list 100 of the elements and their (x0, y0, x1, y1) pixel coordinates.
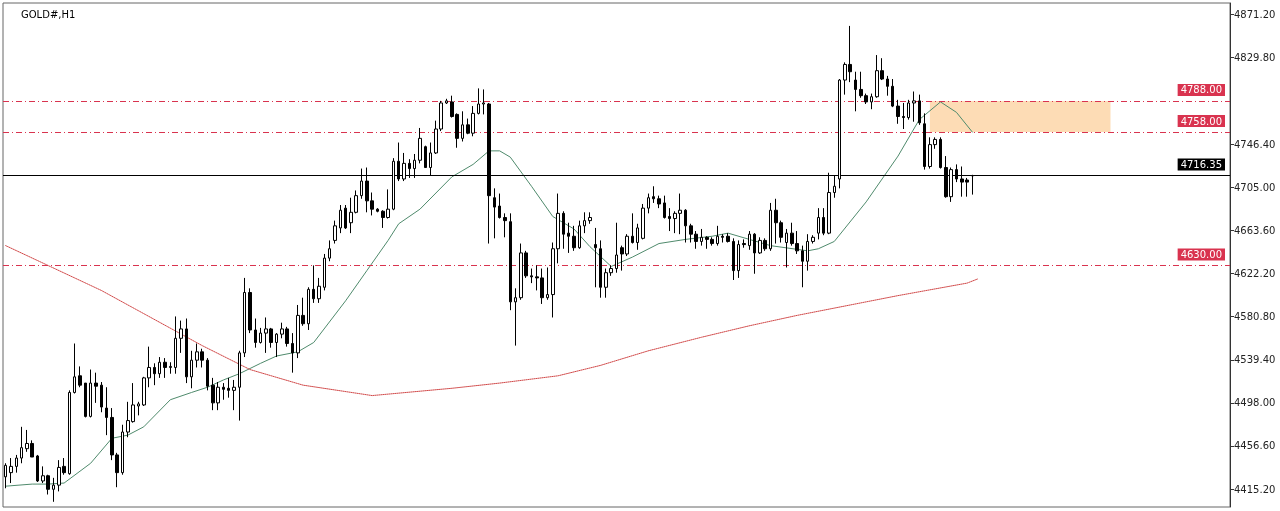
candlestick (248, 287, 252, 334)
candlestick (546, 267, 549, 301)
candlestick (15, 454, 18, 474)
candlestick (657, 195, 661, 209)
candlestick (769, 202, 772, 252)
candlestick (424, 145, 427, 169)
candlestick (174, 315, 177, 375)
candlestick (461, 110, 464, 142)
candlestick (498, 193, 501, 220)
candlestick (418, 127, 422, 164)
candlestick (854, 71, 857, 112)
candlestick (232, 379, 236, 411)
y-tick-label: 4746.40 (1234, 138, 1276, 150)
candlestick (190, 350, 193, 389)
candlestick (36, 454, 39, 483)
candlestick (806, 233, 809, 272)
candlestick (9, 457, 13, 484)
y-tick-label: 4829.80 (1234, 51, 1276, 63)
candlestick (732, 237, 735, 281)
candlestick (158, 356, 161, 379)
candlestick (89, 369, 92, 418)
candlestick (169, 361, 172, 375)
candlestick (477, 87, 480, 115)
candlestick (641, 203, 645, 240)
candlestick (647, 193, 650, 214)
y-tick-label: 4622.20 (1234, 268, 1276, 280)
candlestick (918, 94, 921, 126)
ref-line-label: 4630.00 (1180, 248, 1222, 260)
candlestick (73, 343, 76, 394)
candlestick (68, 389, 71, 476)
candlestick (312, 264, 315, 304)
candlestick (493, 187, 496, 239)
candlestick (105, 386, 108, 436)
candlestick (811, 234, 815, 245)
candlestick (179, 320, 183, 354)
candlestick (100, 381, 103, 413)
candlestick (891, 78, 894, 108)
candlestick (503, 212, 507, 238)
candlestick (328, 239, 331, 262)
candlestick (78, 365, 82, 388)
y-tick-label: 4415.20 (1234, 483, 1276, 495)
candlestick (445, 98, 448, 105)
candlestick (259, 327, 262, 345)
candlestick (578, 220, 581, 250)
candlestick (615, 222, 618, 274)
candlestick (222, 382, 225, 401)
candlestick (684, 208, 687, 243)
y-tick-label: 4580.80 (1234, 311, 1276, 323)
candlestick (663, 195, 666, 220)
candlestick (721, 233, 724, 243)
candlestick (599, 239, 602, 299)
candlestick (185, 318, 188, 384)
candlestick (668, 207, 671, 232)
y-tick-label: 4456.60 (1234, 440, 1276, 452)
candlestick (243, 277, 246, 358)
candlestick (238, 350, 241, 422)
line-series (5, 245, 979, 397)
candlestick (333, 220, 337, 245)
candlestick (4, 462, 7, 489)
candlestick (748, 230, 751, 251)
candlestick (344, 204, 347, 230)
candlestick (317, 277, 321, 304)
candlestick (896, 99, 900, 125)
candlestick (588, 211, 592, 225)
candlestick (562, 210, 565, 250)
candlestick (886, 75, 889, 97)
candlestick (482, 88, 485, 115)
candlestick (907, 99, 910, 121)
candlestick (254, 318, 257, 349)
candlestick (137, 401, 140, 416)
candlestick (801, 245, 804, 288)
candlestick (84, 382, 87, 418)
candlestick (753, 232, 756, 275)
candlestick (700, 228, 703, 247)
candlestick (307, 286, 310, 331)
y-tick-label: 4663.60 (1234, 224, 1276, 236)
line-series (5, 101, 973, 487)
y-tick-label: 4871.20 (1234, 8, 1276, 20)
y-tick-label: 4705.00 (1234, 181, 1276, 193)
candlestick (636, 223, 639, 251)
candlestick (631, 212, 634, 245)
candlestick (339, 204, 342, 234)
ref-line-label: 4716.35 (1180, 158, 1222, 170)
candlestick (376, 207, 379, 213)
candlestick (583, 211, 586, 234)
y-tick-label: 4539.40 (1234, 354, 1276, 366)
candlestick (275, 332, 278, 358)
candlestick (572, 225, 576, 252)
candlestick (902, 102, 905, 130)
candlestick (939, 136, 942, 170)
text: GOLD#,H1 (21, 8, 76, 20)
candlestick (227, 377, 230, 399)
candlestick (206, 357, 209, 391)
candlestick (514, 287, 517, 347)
y-tick-label: 4498.00 (1234, 397, 1276, 409)
candlestick (726, 232, 730, 243)
candlestick (94, 372, 98, 404)
candlestick (153, 362, 156, 386)
candlestick (20, 426, 23, 464)
candlestick (870, 93, 873, 110)
